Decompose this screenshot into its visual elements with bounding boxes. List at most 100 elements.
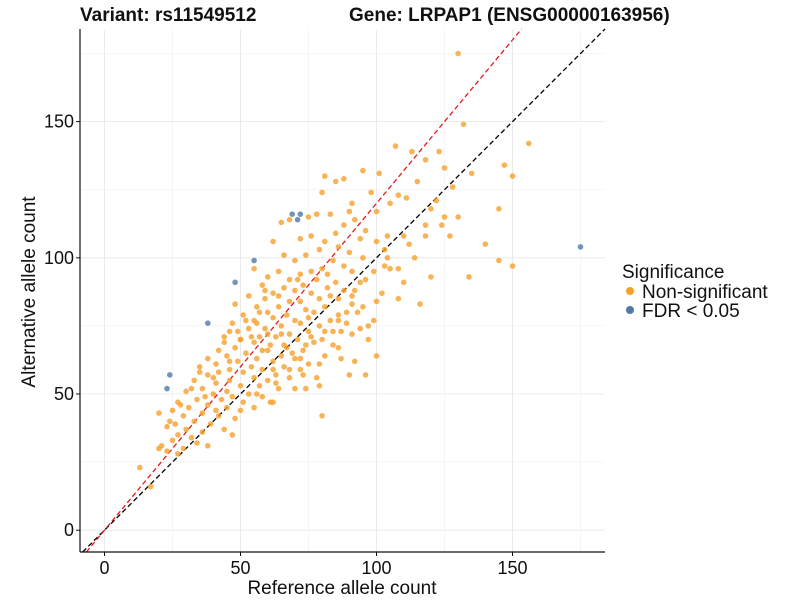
x-tick-label: 0 [99,558,109,578]
point-non-significant [313,276,320,283]
point-non-significant [468,170,475,177]
point-non-significant [278,219,285,226]
point-non-significant [248,364,255,370]
point-non-significant [496,206,502,212]
point-non-significant [199,429,206,435]
point-fdr-0-05 [232,279,238,286]
point-non-significant [253,355,260,362]
point-non-significant [441,214,448,220]
point-non-significant [267,342,274,348]
point-non-significant [259,282,266,288]
point-non-significant [322,353,328,359]
point-non-significant [376,170,383,177]
point-non-significant [338,328,344,335]
point-non-significant [232,301,238,307]
point-non-significant [169,437,176,444]
point-non-significant [235,328,241,335]
point-non-significant [237,383,244,389]
point-non-significant [229,432,236,438]
point-fdr-0-05 [205,320,211,327]
point-non-significant [308,290,315,297]
point-non-significant [308,268,315,275]
point-non-significant [245,293,252,299]
point-non-significant [264,309,271,316]
point-fdr-0-05 [164,385,170,392]
point-non-significant [275,304,282,310]
point-non-significant [349,301,355,307]
y-tick-label: 50 [54,384,74,404]
point-non-significant [305,314,312,321]
point-non-significant [243,350,249,357]
point-non-significant [213,361,219,367]
point-non-significant [294,336,301,343]
point-non-significant [177,402,184,408]
point-non-significant [275,385,282,392]
point-non-significant [360,254,366,261]
point-non-significant [349,331,355,337]
point-non-significant [447,233,453,239]
point-non-significant [357,325,364,332]
legend-swatch-fdr [626,306,634,314]
point-non-significant [308,233,315,239]
point-non-significant [303,306,309,313]
point-non-significant [406,241,412,247]
point-non-significant [371,268,377,275]
point-non-significant [381,263,388,269]
point-non-significant [300,347,306,354]
point-non-significant [232,415,238,422]
point-fdr-0-05 [251,257,257,264]
point-non-significant [278,323,285,329]
legend-label-non-significant: Non-significant [642,282,768,303]
point-non-significant [224,404,230,411]
point-non-significant [343,320,350,327]
point-non-significant [259,366,266,373]
point-non-significant [362,276,369,283]
grid [80,29,605,552]
point-non-significant [253,391,260,397]
point-non-significant [283,312,290,318]
point-non-significant [400,233,407,239]
point-non-significant [346,249,353,256]
point-non-significant [213,407,219,414]
point-non-significant [327,211,334,217]
point-non-significant [509,173,516,179]
point-non-significant [180,445,187,452]
y-tick-label: 150 [44,112,74,132]
y-axis-label: Alternative allele count [19,196,40,388]
point-non-significant [243,317,249,324]
point-non-significant [245,391,252,397]
point-non-significant [205,355,211,362]
point-non-significant [240,399,246,406]
point-non-significant [262,287,268,294]
point-non-significant [297,235,304,242]
point-non-significant [357,279,364,286]
point-non-significant [428,206,434,212]
point-non-significant [237,407,244,414]
point-non-significant [297,271,304,278]
point-non-significant [164,448,170,455]
point-non-significant [327,317,334,324]
point-non-significant [319,413,325,419]
point-non-significant [400,279,407,286]
point-non-significant [137,464,143,471]
point-non-significant [322,238,328,245]
legend-label-fdr: FDR < 0.05 [642,301,740,322]
point-non-significant [354,309,361,316]
legend-swatch-non-significant [626,287,634,295]
point-non-significant [417,301,423,307]
point-non-significant [221,339,227,346]
point-non-significant [365,336,372,343]
point-non-significant [169,407,176,414]
point-non-significant [373,298,380,305]
point-non-significant [226,366,233,373]
point-non-significant [273,334,279,340]
axes [76,29,605,556]
point-non-significant [373,353,380,359]
point-non-significant [360,167,366,174]
point-non-significant [292,317,298,324]
point-non-significant [341,287,347,294]
point-non-significant [207,421,214,427]
point-non-significant [311,309,317,316]
point-non-significant [224,353,230,359]
point-non-significant [422,157,429,163]
